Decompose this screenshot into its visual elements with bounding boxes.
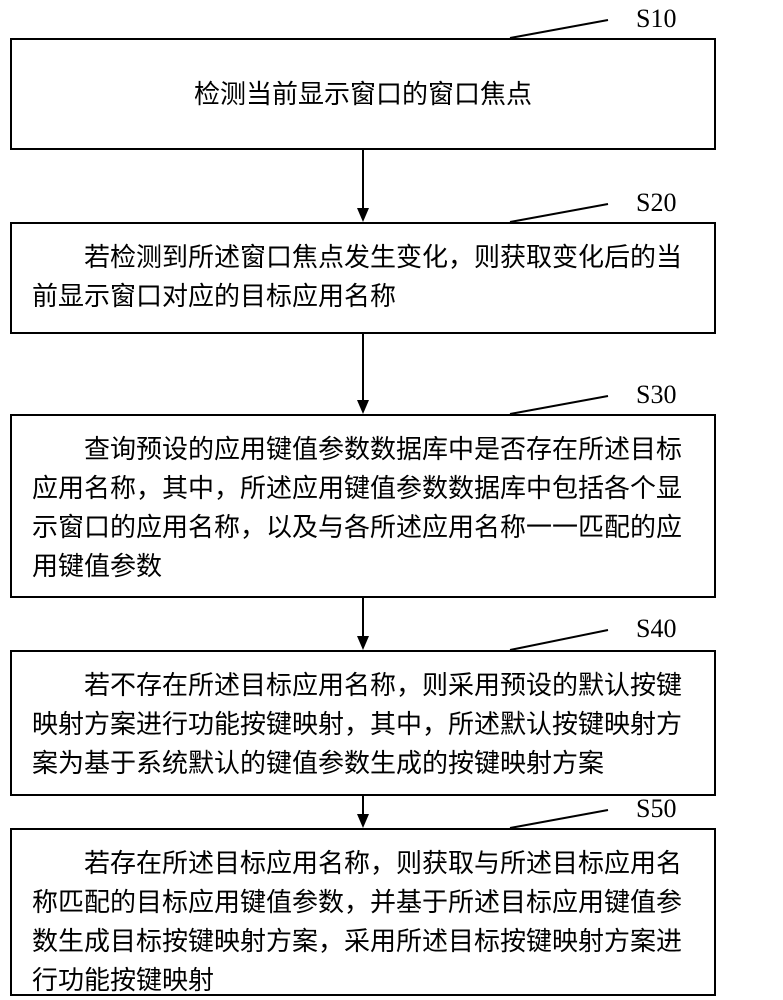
flowchart-canvas: 检测当前显示窗口的窗口焦点 S10 若检测到所述窗口焦点发生变化，则获取变化后的当前… — [0, 0, 783, 1000]
step-text: 若不存在所述目标应用名称，则采用预设的默认按键映射方案进行功能按键映射，其中，所… — [32, 671, 682, 778]
arrow-s30-s40 — [348, 598, 378, 652]
arrow-s40-s50 — [348, 796, 378, 830]
step-label-s40: S40 — [636, 614, 676, 644]
flow-step-s30: 查询预设的应用键值参数数据库中是否存在所述目标应用名称，其中，所述应用键值参数数… — [10, 414, 716, 598]
step-label-s20: S20 — [636, 188, 676, 218]
step-label-s10: S10 — [636, 4, 676, 34]
leader-line-s20 — [508, 202, 610, 224]
leader-line-s50 — [508, 808, 610, 830]
step-text: 若存在所述目标应用名称，则获取与所述目标应用名称匹配的目标应用键值参数，并基于所… — [32, 849, 682, 995]
flow-step-s50: 若存在所述目标应用名称，则获取与所述目标应用名称匹配的目标应用键值参数，并基于所… — [10, 828, 716, 996]
leader-line-s40 — [508, 628, 610, 652]
arrow-s20-s30 — [348, 334, 378, 416]
step-label-s50: S50 — [636, 794, 676, 824]
step-label-s30: S30 — [636, 380, 676, 410]
leader-line-s10 — [508, 18, 610, 40]
step-text: 检测当前显示窗口的窗口焦点 — [194, 75, 532, 114]
arrow-s10-s20 — [348, 150, 378, 224]
flow-step-s20: 若检测到所述窗口焦点发生变化，则获取变化后的当前显示窗口对应的目标应用名称 — [10, 222, 716, 334]
step-text: 查询预设的应用键值参数数据库中是否存在所述目标应用名称，其中，所述应用键值参数数… — [32, 435, 682, 581]
flow-step-s10: 检测当前显示窗口的窗口焦点 — [10, 38, 716, 150]
flow-step-s40: 若不存在所述目标应用名称，则采用预设的默认按键映射方案进行功能按键映射，其中，所… — [10, 650, 716, 796]
step-text: 若检测到所述窗口焦点发生变化，则获取变化后的当前显示窗口对应的目标应用名称 — [32, 243, 682, 311]
leader-line-s30 — [508, 394, 610, 416]
